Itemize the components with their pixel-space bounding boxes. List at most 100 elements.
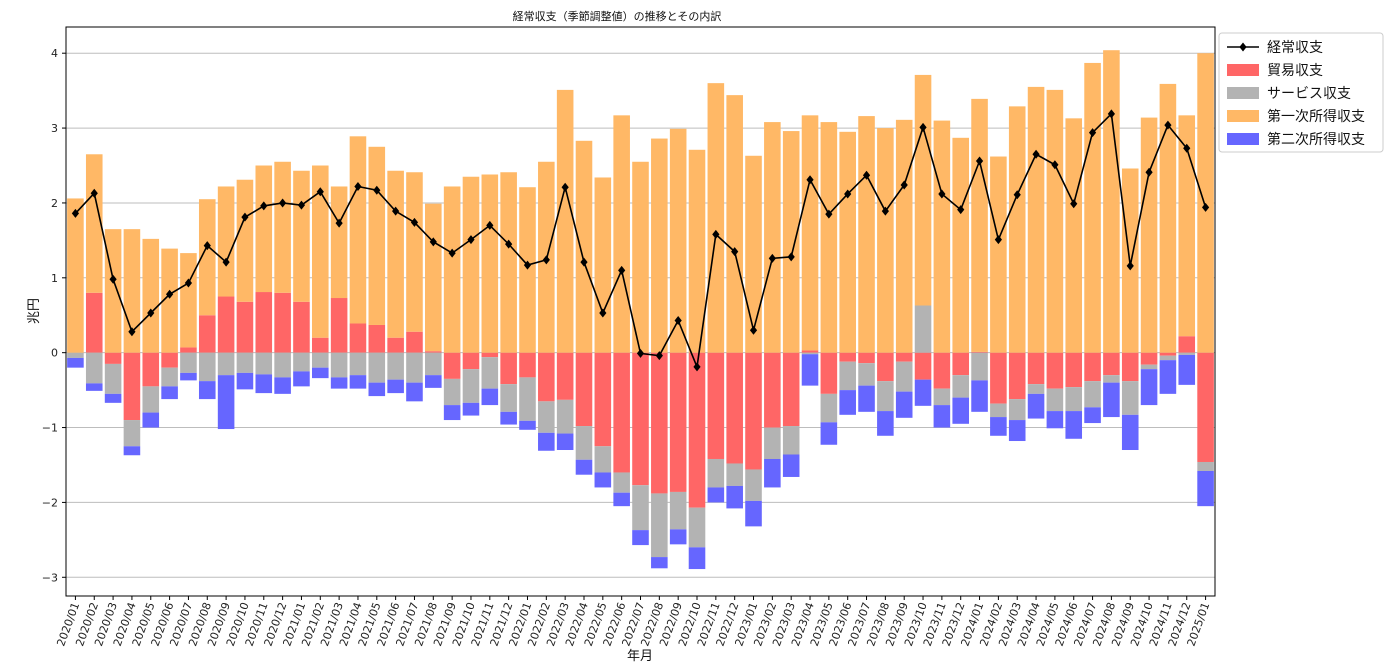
- bar-segment: [895, 361, 913, 392]
- bar-segment: [877, 352, 894, 382]
- bar-segment: [858, 352, 875, 364]
- bar-segment: [895, 352, 913, 362]
- bar-segment: [311, 165, 329, 338]
- bar-segment: [443, 378, 461, 406]
- bar-segment: [217, 186, 235, 297]
- bar-segment: [198, 199, 216, 316]
- line-point: [712, 229, 720, 239]
- line-point: [373, 185, 381, 195]
- bar-segment: [123, 446, 141, 456]
- bar-segment: [556, 352, 574, 400]
- bar-segment: [330, 352, 348, 378]
- line-point: [881, 206, 889, 216]
- x-axis-ticks: 2020/012020/022020/032020/042020/052020/…: [54, 596, 1212, 648]
- bar-segment: [519, 352, 536, 378]
- bar-segment: [255, 292, 273, 353]
- bar-segment: [1103, 375, 1120, 383]
- bar-segment: [801, 354, 819, 386]
- bar-segment: [707, 458, 725, 488]
- bar-segment: [1008, 420, 1026, 442]
- line-point: [1126, 261, 1134, 271]
- bar-segment: [801, 115, 819, 351]
- bar-segment: [971, 380, 988, 412]
- bar-segment: [1008, 106, 1026, 353]
- bar-segment: [123, 352, 141, 421]
- bar-segment: [481, 352, 499, 358]
- line-point: [561, 182, 569, 192]
- bar-segment: [707, 352, 725, 459]
- bar-segment: [1121, 381, 1139, 415]
- bar-segment: [651, 557, 668, 569]
- line-point: [429, 237, 437, 247]
- bar-segment: [1103, 352, 1120, 376]
- bar-segment: [764, 427, 781, 459]
- bar-segment: [293, 170, 310, 302]
- bar-segment: [1103, 382, 1120, 418]
- bar-segment: [500, 172, 517, 353]
- bar-segment: [500, 411, 517, 425]
- legend-swatch: [1227, 64, 1259, 76]
- line-point: [994, 235, 1002, 245]
- line-point: [599, 308, 607, 318]
- bar-segment: [1027, 352, 1045, 385]
- bar-segment: [820, 422, 838, 445]
- bar-segment: [877, 381, 894, 412]
- bar-segment: [67, 198, 84, 353]
- bar-segment: [858, 385, 875, 412]
- bar-segment: [651, 352, 668, 494]
- bar-segment: [161, 248, 178, 353]
- line-point: [580, 257, 588, 267]
- bar-segment: [236, 372, 254, 390]
- bar-segment: [274, 377, 291, 394]
- bar-segment: [1084, 62, 1101, 353]
- line-point: [279, 198, 287, 208]
- bar-segment: [1065, 387, 1083, 412]
- bar-segment: [142, 352, 160, 387]
- bar-segment: [914, 379, 932, 406]
- bar-segment: [1121, 352, 1139, 382]
- bar-segment: [161, 352, 178, 368]
- bar-segment: [198, 315, 216, 353]
- bar-segment: [1159, 352, 1177, 356]
- bar-segment: [952, 137, 970, 353]
- bar-segment: [1084, 352, 1101, 382]
- bar-segment: [556, 89, 574, 353]
- bar-segment: [632, 530, 649, 546]
- bar-segment: [293, 301, 310, 353]
- bar-segment: [1008, 399, 1026, 421]
- line-point: [1051, 160, 1059, 170]
- bar-segment: [330, 186, 348, 299]
- bar-segment: [613, 352, 630, 473]
- bar-segment: [425, 375, 442, 388]
- bars: [67, 50, 1214, 570]
- line-point: [825, 209, 833, 219]
- bar-segment: [255, 352, 273, 375]
- bar-segment: [67, 352, 84, 358]
- bar-segment: [255, 374, 273, 394]
- bar-segment: [406, 331, 423, 353]
- line-point: [335, 218, 343, 228]
- bar-segment: [85, 292, 103, 353]
- bar-segment: [462, 176, 480, 353]
- bar-segment: [255, 165, 273, 293]
- bar-segment: [764, 122, 781, 353]
- bar-segment: [387, 379, 404, 394]
- bar-segment: [293, 352, 310, 372]
- line-point: [975, 156, 984, 166]
- bar-segment: [990, 156, 1007, 353]
- line-point: [392, 206, 400, 216]
- bar-segment: [782, 352, 800, 427]
- bar-segment: [443, 352, 461, 379]
- legend-marker: [1239, 42, 1247, 52]
- bar-segment: [387, 170, 404, 338]
- bar-segment: [782, 454, 800, 477]
- bar-segment: [349, 352, 367, 376]
- bar-segment: [858, 363, 875, 386]
- bar-segment: [877, 411, 894, 436]
- line-point: [655, 351, 663, 361]
- bar-segment: [462, 352, 480, 370]
- bar-segment: [217, 375, 235, 430]
- legend-swatch: [1227, 110, 1259, 122]
- bar-segment: [236, 179, 254, 302]
- bar-segment: [632, 352, 649, 486]
